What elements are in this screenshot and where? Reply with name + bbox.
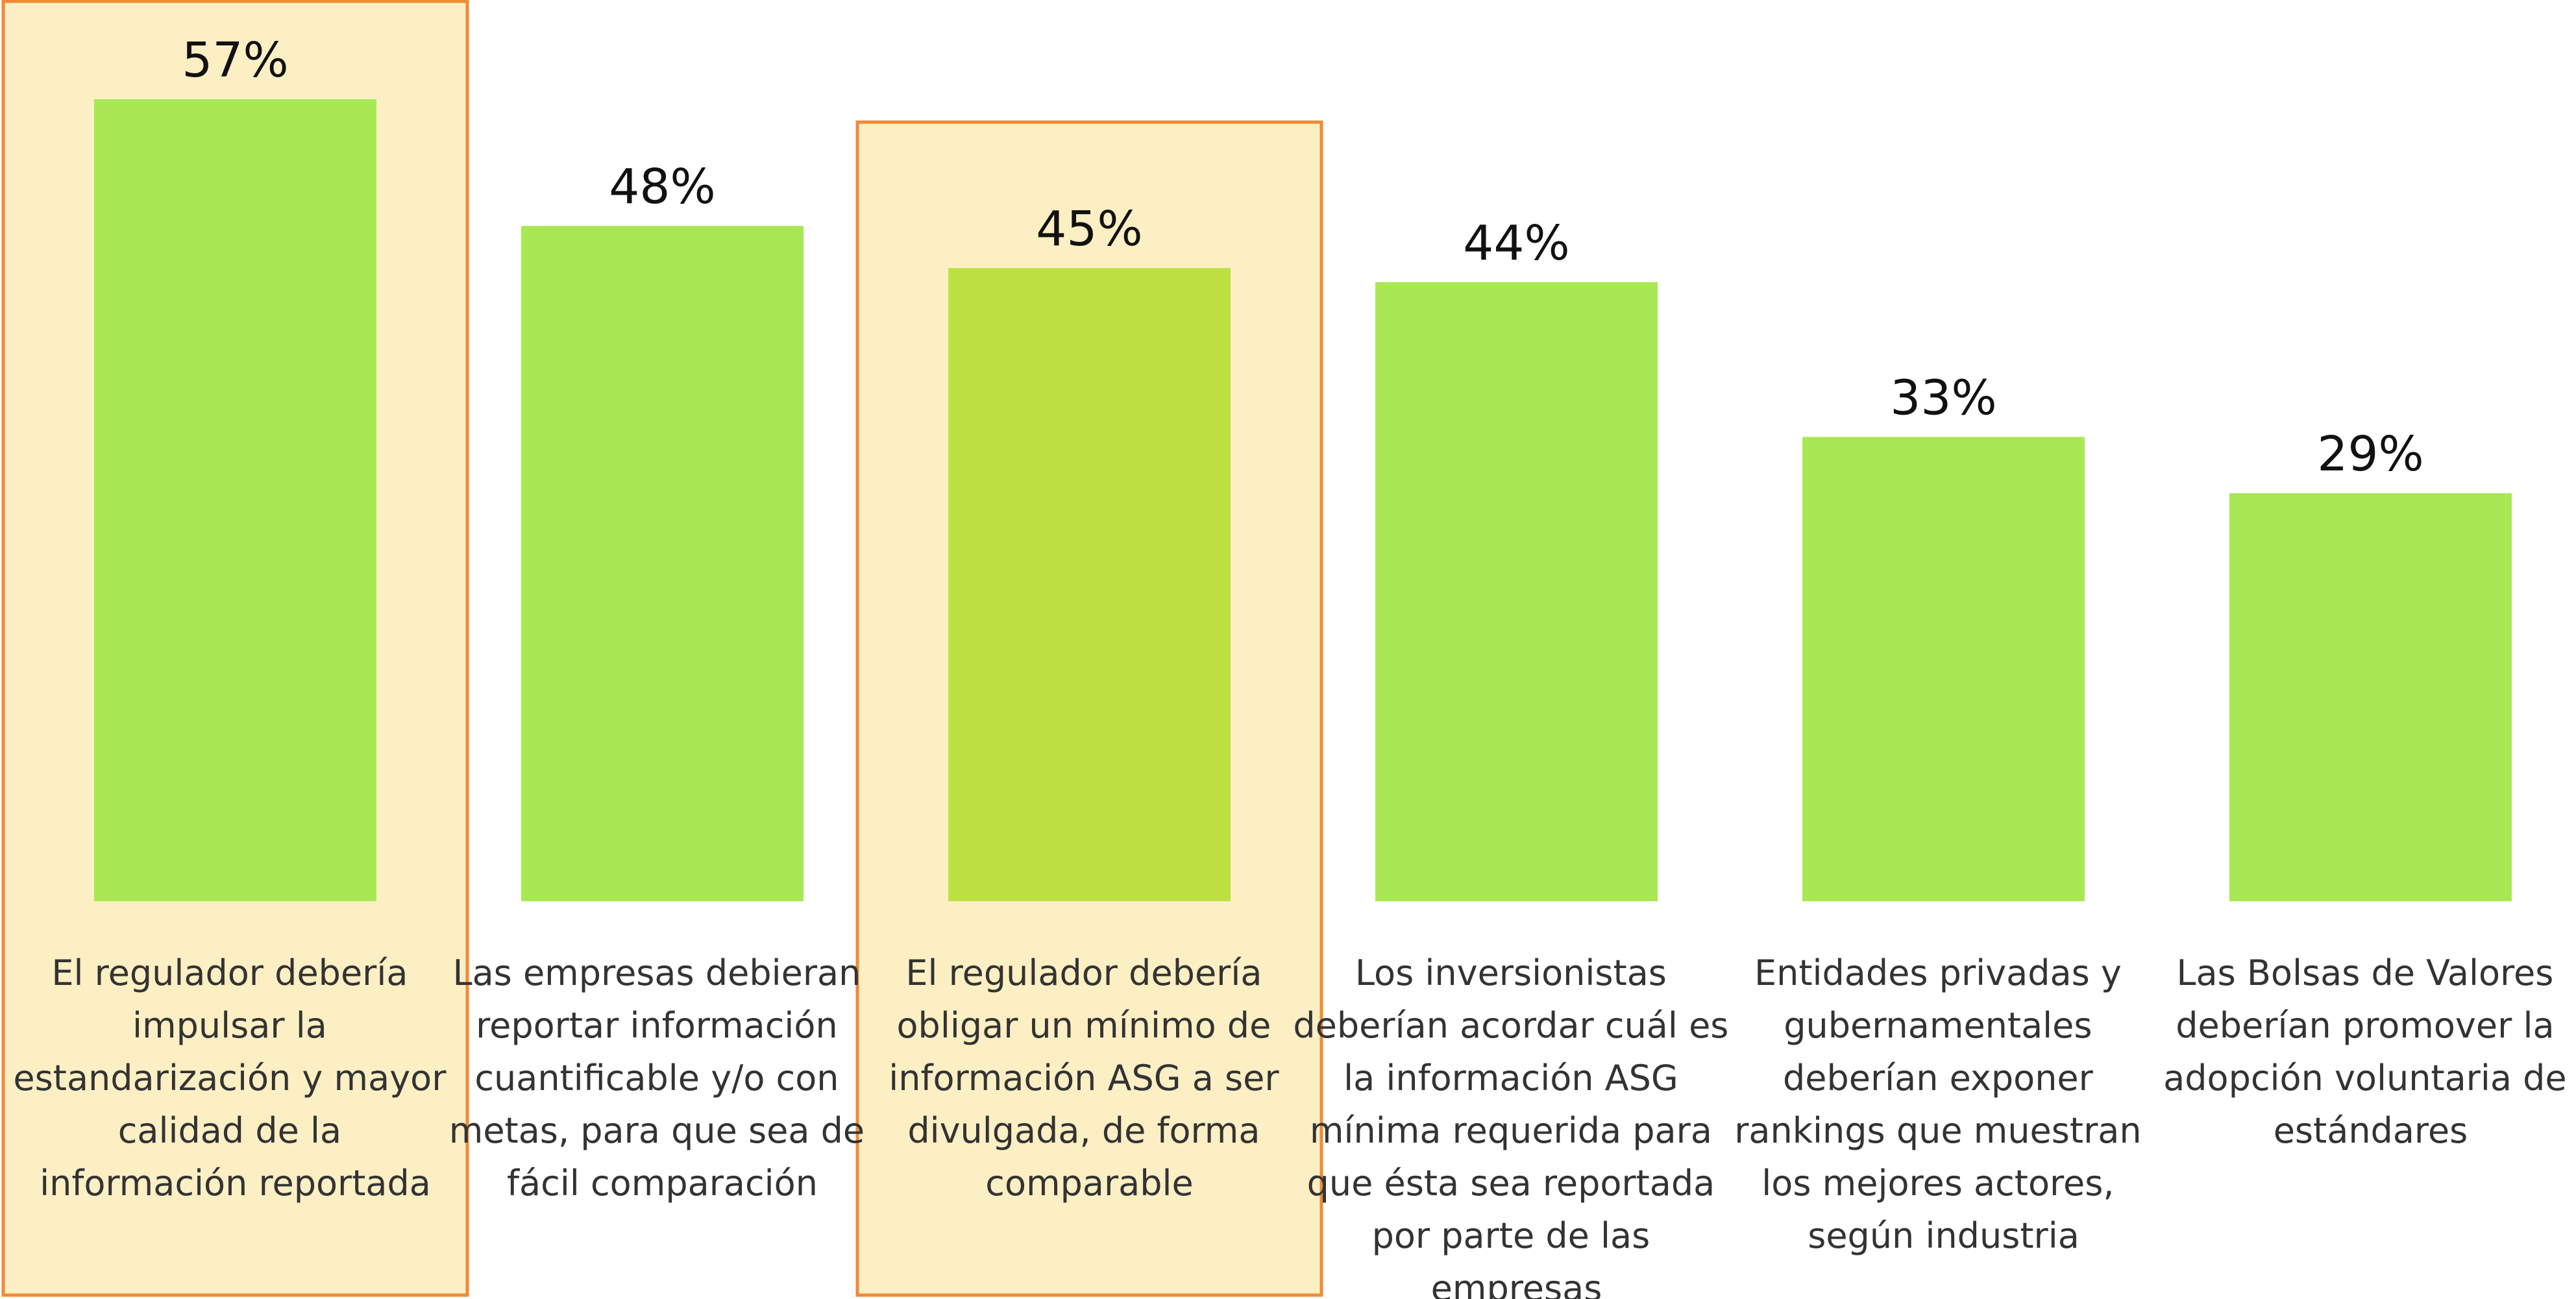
bar [94,99,376,901]
category-label: El regulador debería obligar un mínimo d… [889,953,1290,1204]
value-label: 29% [2317,426,2423,482]
category-label: Las empresas debieran reportar informaci… [449,953,876,1204]
category-label: Entidades privadas y gubernamentales deb… [1734,953,2153,1256]
bar [1802,437,2085,901]
category-label: Las Bolsas de Valores deberían promover … [2163,953,2576,1151]
bar [2229,493,2512,901]
value-label: 44% [1463,215,1569,271]
value-label: 33% [1890,370,1996,426]
value-label: 48% [609,159,715,215]
bar [1375,282,1658,901]
value-label: 57% [182,32,288,88]
bar [948,268,1231,901]
category-label: El regulador debería impulsar la estanda… [13,953,457,1204]
category-label: Los inversionistas deberían acordar cuál… [1293,953,1739,1299]
bar [521,226,803,901]
value-label: 45% [1036,201,1142,257]
